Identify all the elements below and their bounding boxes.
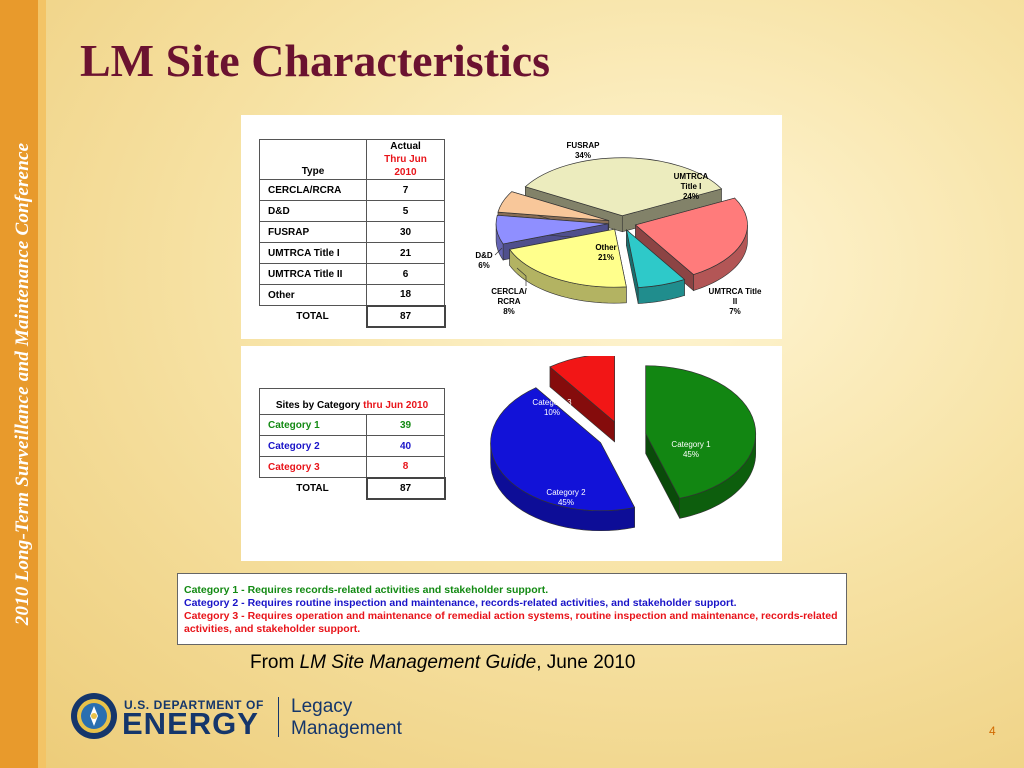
pie-slice [524,157,723,217]
row-value: 39 [366,414,445,436]
row-label: UMTRCA Title I [259,242,367,264]
row-value: 6 [366,263,445,285]
table-row: Category 2 40 [259,435,445,457]
row-value: 40 [366,435,445,457]
pie-slice-label: Category 1 45% [671,440,711,459]
row-value: 18 [366,284,445,306]
page-title: LM Site Characteristics [80,35,551,86]
row-label: Category 1 [259,414,367,436]
total-value: 87 [365,476,446,500]
actual-header-line1: Actual [390,141,421,152]
total-label: TOTAL [259,305,367,327]
pie-slice-label: FUSRAP 34% [567,141,601,160]
table-row: Category 1 39 [259,414,445,436]
table-row: Category 3 8 [259,456,445,478]
row-label: Other [259,284,367,306]
pie-slice [495,214,609,245]
actual-column-header: Actual Thru Jun 2010 [366,139,445,180]
row-value: 5 [366,200,445,222]
source-suffix: , June 2010 [536,652,636,673]
source-title: LM Site Management Guide [299,652,537,673]
table-row: UMTRCA Title I 21 [259,242,445,264]
pie-slice [549,356,615,423]
conference-title: 2010 Long-Term Surveillance and Maintena… [12,142,33,626]
pie-slice [497,191,609,221]
pie-slice [625,228,686,288]
category-header-prefix: Sites by Category [275,400,364,411]
total-label: TOTAL [259,477,367,499]
category-header-suffix: thru Jun 2010 [363,400,429,411]
doe-department-label: U.S. DEPARTMENT OF [124,698,264,712]
site-type-table: Type Actual Thru Jun 2010 CERCLA/RCRA 7 … [259,139,446,328]
table-total-row: TOTAL 87 [259,304,446,328]
table-total-row: TOTAL 87 [259,476,446,500]
pie-slice-label: UMTRCA Title II 7% [709,287,762,316]
pie-slice [490,387,636,512]
table-row: D&D 5 [259,200,445,222]
category-definitions: Category 1 - Requires records-related ac… [177,573,847,645]
logo-divider [278,697,279,737]
pie-slice [634,197,748,275]
page-number: 4 [989,724,996,738]
site-category-table: Sites by Category thru Jun 2010 Category… [259,388,446,500]
row-label: Category 3 [259,456,367,478]
row-label: UMTRCA Title II [259,263,367,285]
row-label: D&D [259,200,367,222]
pie-slice-label: UMTRCA Title I 24% [674,172,709,201]
table-row: UMTRCA Title II 6 [259,263,445,285]
pie-leader-line [516,267,527,286]
table-row: CERCLA/RCRA 7 [259,179,445,201]
actual-header-line2: Thru Jun 2010 [384,154,427,178]
pie-slice [509,228,627,288]
row-label: CERCLA/RCRA [259,179,367,201]
row-value: 7 [366,179,445,201]
total-value: 87 [365,304,446,328]
pie-leader-line [494,247,503,256]
doe-energy-wordmark: ENERGY [122,706,259,741]
row-label: Category 2 [259,435,367,457]
table-row: Other 18 [259,284,445,306]
legacy-management-wordmark: Legacy Management [291,696,402,740]
left-sidebar-band: 2010 Long-Term Surveillance and Maintena… [0,0,46,768]
note-category-2: Category 2 - Requires routine inspection… [184,597,737,609]
table-header-row: Sites by Category thru Jun 2010 [259,388,445,415]
table-header-row: Type Actual Thru Jun 2010 [259,139,445,180]
site-type-pie-chart: FUSRAP 34% UMTRCA Title I 24% UMTRCA Title II 7… [475,141,762,316]
source-citation: From LM Site Management Guide, June 2010 [250,652,636,674]
pie-slice-label: Category 2 45% [546,488,586,507]
row-value: 30 [366,221,445,243]
doe-seal-icon [71,693,117,739]
note-category-1: Category 1 - Requires records-related ac… [184,584,549,596]
type-column-header: Type [259,139,367,180]
table-row: FUSRAP 30 [259,221,445,243]
pie-slice-label: Category 3 10% [532,398,572,417]
row-value: 8 [366,456,445,478]
lm-line1: Legacy [291,696,353,717]
pie-slice [645,365,757,499]
row-value: 21 [366,242,445,264]
pie-slice-label: D&D 6% [475,251,493,270]
note-category-3: Category 3 - Requires operation and main… [184,610,838,635]
pie-slice-label: Other 21% [595,243,616,262]
category-table-header: Sites by Category thru Jun 2010 [259,388,445,415]
site-category-pie-chart: Category 1 45% Category 2 45% Category 3 10% [490,356,757,532]
pie-slice-label: CERCLA/RCRA 8% [491,287,527,316]
source-prefix: From [250,652,300,673]
row-label: FUSRAP [259,221,367,243]
lm-line2: Management [291,718,402,739]
